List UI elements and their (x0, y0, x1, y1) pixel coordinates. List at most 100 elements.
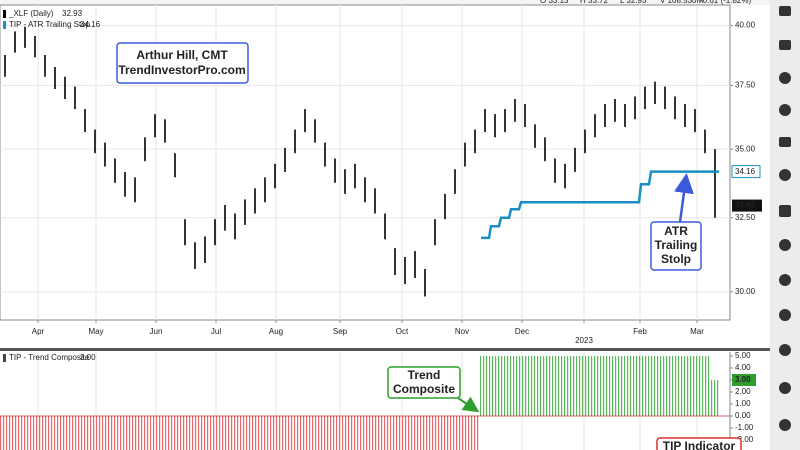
annotation-text: Trailing (655, 238, 698, 252)
bar (190, 416, 200, 450)
x-tick-label: 2023 (575, 336, 593, 345)
bar (430, 416, 440, 450)
bar (380, 416, 390, 450)
bar (300, 416, 310, 450)
bar (120, 416, 130, 450)
icon[interactable] (779, 344, 791, 356)
bar (170, 416, 180, 450)
bar (370, 416, 380, 450)
bar (410, 416, 420, 450)
y-tick-label: 0.00 (735, 411, 751, 420)
icon[interactable] (779, 419, 791, 431)
y-tick-label: 5.00 (735, 351, 751, 360)
bar (240, 416, 250, 450)
icon[interactable] (779, 137, 791, 147)
last-value-label: 32.93 (735, 201, 756, 210)
icon[interactable] (779, 382, 791, 394)
icon[interactable] (779, 169, 791, 181)
bar (530, 355, 540, 417)
bar (110, 416, 120, 450)
bar (640, 355, 650, 417)
bar (80, 416, 90, 450)
legend-label: _XLF (Daily) (8, 9, 54, 18)
last-value-box (732, 373, 756, 386)
bar (50, 416, 60, 450)
bar (330, 416, 340, 450)
y-tick-label: 1.00 (735, 399, 751, 408)
bar (310, 416, 320, 450)
header-text: V 108.530M (660, 0, 703, 5)
bar (680, 355, 690, 417)
bar (570, 355, 580, 417)
bar (350, 416, 360, 450)
bar (20, 416, 30, 450)
x-tick-label: Sep (333, 327, 348, 336)
annotation-text: ATR (664, 224, 688, 238)
bar (130, 416, 140, 450)
legend-swatch (3, 354, 6, 362)
icon[interactable] (779, 40, 791, 50)
y-tick-label: 30.00 (735, 287, 756, 296)
icon[interactable] (779, 104, 791, 116)
y-tick-label: 37.50 (735, 80, 756, 89)
legend-swatch (3, 21, 6, 29)
atr-line (481, 170, 719, 240)
bar (700, 355, 710, 417)
bar (360, 416, 370, 450)
bar (60, 416, 70, 450)
bar (500, 355, 510, 417)
last-value-box (731, 165, 761, 179)
x-tick-label: Dec (515, 327, 529, 336)
bar (140, 416, 150, 450)
x-tick-label: Oct (396, 327, 409, 336)
bar (550, 355, 560, 417)
bar (280, 416, 290, 450)
bar (290, 416, 300, 450)
bar (510, 355, 520, 417)
icon[interactable] (779, 6, 791, 16)
x-tick-label: Jun (150, 327, 163, 336)
legend-swatch (3, 10, 6, 18)
annotation-box (650, 221, 702, 271)
bar (210, 416, 220, 450)
bar (480, 355, 490, 417)
annotation-text: TrendInvestorPro.com (118, 63, 245, 77)
annotation-text: Arthur Hill, CMT (136, 48, 228, 62)
y-tick-label: 35.00 (735, 144, 756, 153)
annotation-arrow (457, 396, 480, 413)
bar (340, 416, 350, 450)
bar (690, 355, 700, 417)
bar (490, 355, 500, 417)
annotation-arrow (674, 173, 694, 223)
bars (0, 355, 720, 450)
annotation-text: Stolp (661, 252, 691, 266)
bar (400, 416, 410, 450)
y-tick-label: -1.00 (735, 423, 754, 432)
main-frame (0, 4, 731, 321)
annotation: TIP Indicator (656, 437, 742, 450)
icon[interactable] (779, 274, 791, 286)
bar (580, 355, 590, 417)
bar (420, 416, 430, 450)
annotation-text: TIP Indicator (663, 439, 736, 450)
icon[interactable] (779, 72, 791, 84)
bar (200, 416, 210, 450)
annotation-text: Composite (393, 382, 455, 396)
annotation-box (116, 42, 249, 84)
bar (390, 416, 400, 450)
bar (560, 355, 570, 417)
bar (230, 416, 240, 450)
last-value-label: 34.16 (735, 167, 756, 176)
last-value-box (732, 199, 762, 212)
icon[interactable] (779, 239, 791, 251)
icon[interactable] (779, 309, 791, 321)
icon[interactable] (779, 205, 791, 217)
panel-separator (0, 348, 770, 351)
bar (150, 416, 160, 450)
bar (520, 355, 530, 417)
header-text: L 32.93 (620, 0, 647, 5)
